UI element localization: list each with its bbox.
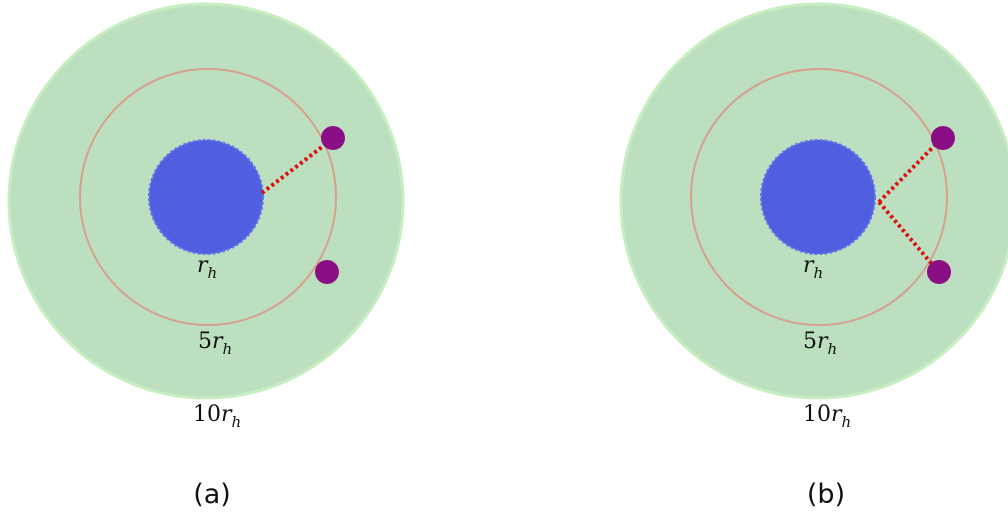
panel-a: rh 5rh 10rh (a) [7,2,405,510]
middle-ring-5rh [690,68,948,326]
interaction-link-lower [877,200,939,272]
label-5rh: 5rh [198,329,232,358]
label-rh: rh [197,253,217,282]
particle-lower [315,260,339,284]
interaction-link [260,138,333,195]
particle-lower [927,260,951,284]
middle-ring-5rh [79,68,337,326]
label-5rh: 5rh [803,329,837,358]
caption-a: (a) [193,479,231,510]
core-disk [148,139,264,255]
interaction-link-upper [877,138,942,204]
core-disk [760,139,876,255]
label-rh: rh [803,253,823,282]
label-10rh: 10rh [193,402,241,431]
label-10rh: 10rh [803,402,851,431]
caption-b: (b) [807,479,845,510]
panel-b: rh 5rh 10rh (b) [619,2,1008,510]
particle-upper [321,126,345,150]
particle-upper [931,126,955,150]
